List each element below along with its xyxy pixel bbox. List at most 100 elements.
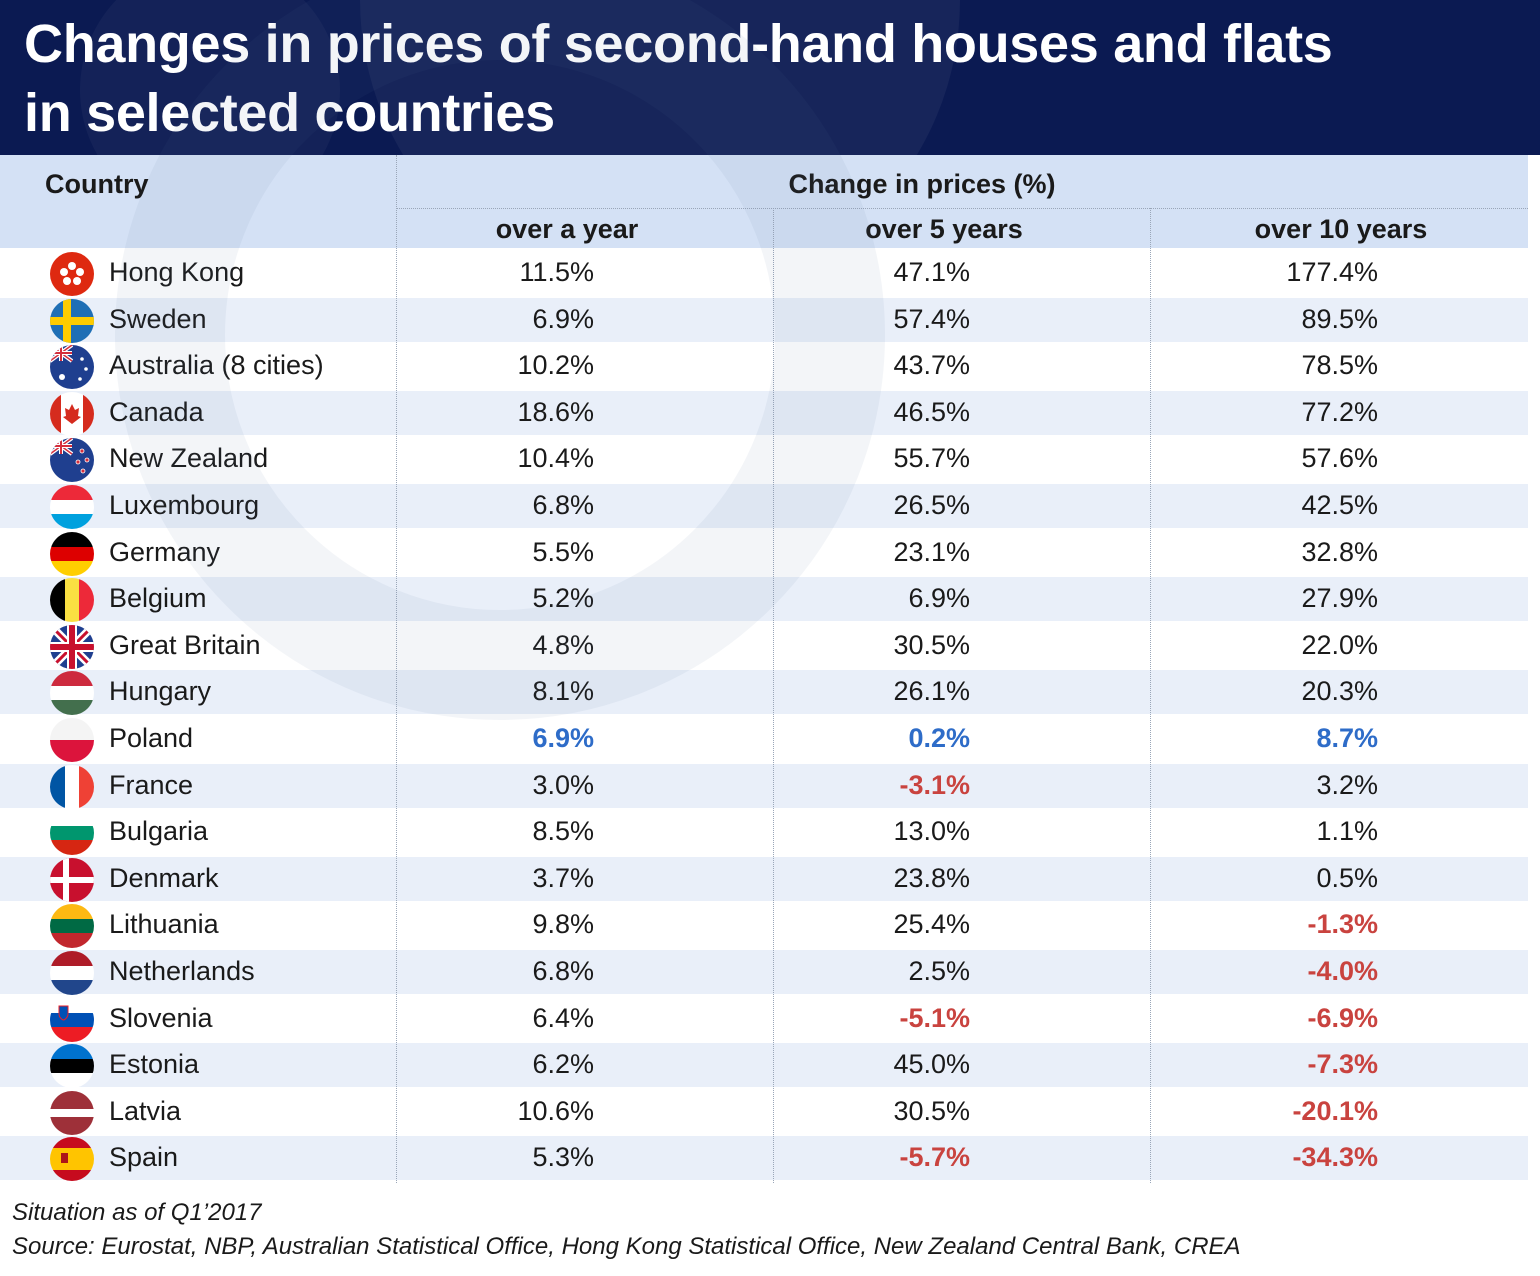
value-cell: -34.3% xyxy=(1292,1142,1378,1173)
value-cell: 6.9% xyxy=(532,303,594,334)
table-row: Great Britain 4.8% 30.5% 22.0% xyxy=(0,624,1528,669)
value-cell: 25.4% xyxy=(893,909,970,940)
country-label: Spain xyxy=(109,1142,179,1173)
country-label: Lithuania xyxy=(109,909,219,940)
table-row: Belgium 5.2% 6.9% 27.9% xyxy=(0,577,1528,623)
table-row: Australia (8 cities) 10.2% 43.7% 78.5% xyxy=(0,344,1528,390)
country-label: Denmark xyxy=(109,862,219,893)
luxembourg-flag-icon xyxy=(50,485,94,529)
column-divider xyxy=(773,208,774,1183)
new-zealand-flag-icon xyxy=(50,438,94,483)
table-row: Poland 6.9% 0.2% 8.7% xyxy=(0,717,1528,762)
country-label: Latvia xyxy=(109,1095,182,1126)
value-cell: 1.1% xyxy=(1316,816,1378,847)
value-cell: 22.0% xyxy=(1301,629,1378,660)
belgium-flag-icon xyxy=(50,578,94,623)
value-cell: -4.0% xyxy=(1307,956,1378,986)
country-label: Bulgaria xyxy=(109,816,209,847)
value-cell: 30.5% xyxy=(893,1095,970,1126)
lithuania-flag-icon xyxy=(50,904,94,949)
value-cell: 6.8% xyxy=(532,956,594,986)
value-cell: 46.5% xyxy=(893,396,970,427)
column-header-10-years: over 10 years xyxy=(1254,214,1428,244)
value-cell: 78.5% xyxy=(1301,350,1378,381)
latvia-flag-icon xyxy=(50,1090,94,1135)
value-cell: -1.3% xyxy=(1307,909,1378,940)
table-row: Canada 18.6% 46.5% 77.2% xyxy=(0,390,1528,436)
value-cell: 5.3% xyxy=(532,1142,594,1173)
table-row: Latvia 10.6% 30.5% -20.1% xyxy=(0,1090,1528,1135)
france-flag-icon xyxy=(50,764,94,809)
source-note: Source: Eurostat, NBP, Australian Statis… xyxy=(12,1233,1241,1260)
value-cell: 27.9% xyxy=(1301,583,1378,614)
value-cell: 6.9% xyxy=(908,583,970,614)
value-cell: 8.7% xyxy=(1316,723,1378,753)
value-cell: 8.1% xyxy=(532,676,594,707)
column-header-country: Country xyxy=(45,169,149,199)
hungary-flag-icon xyxy=(50,671,94,716)
value-cell: 3.2% xyxy=(1316,769,1378,800)
country-label: Hungary xyxy=(109,676,212,707)
value-cell: 6.9% xyxy=(532,723,594,753)
table-row: New Zealand 10.4% 55.7% 57.6% xyxy=(0,437,1528,483)
value-cell: 42.5% xyxy=(1301,490,1378,520)
value-cell: 43.7% xyxy=(893,350,970,381)
value-cell: -5.7% xyxy=(899,1142,970,1173)
value-cell: 11.5% xyxy=(519,257,594,287)
footer: Situation as of Q1’2017 Source: Eurostat… xyxy=(12,1196,1241,1264)
column-header-5-years: over 5 years xyxy=(865,214,1023,244)
value-cell: 45.0% xyxy=(893,1049,970,1080)
country-label: Slovenia xyxy=(109,1002,213,1033)
country-label: France xyxy=(109,769,194,800)
value-cell: 13.0% xyxy=(893,816,970,847)
table-row: Hungary 8.1% 26.1% 20.3% xyxy=(0,670,1528,716)
value-cell: 0.2% xyxy=(908,723,970,753)
value-cell: 9.8% xyxy=(532,909,594,940)
poland-flag-icon xyxy=(50,718,94,762)
value-cell: -20.1% xyxy=(1292,1095,1378,1126)
column-group-header: Change in prices (%) xyxy=(788,169,1056,199)
table-row: Germany 5.5% 23.1% 32.8% xyxy=(0,531,1528,576)
value-cell: 3.7% xyxy=(532,862,594,893)
value-cell: 23.1% xyxy=(893,536,970,567)
denmark-flag-icon xyxy=(50,857,94,902)
value-cell: 6.8% xyxy=(532,490,594,520)
value-cell: 20.3% xyxy=(1301,676,1378,707)
table-row: Lithuania 9.8% 25.4% -1.3% xyxy=(0,903,1528,949)
header-divider xyxy=(397,208,1528,209)
great-britain-flag-icon xyxy=(50,624,94,669)
column-divider xyxy=(396,155,397,1183)
country-label: Hong Kong xyxy=(109,257,245,287)
table-row: Sweden 6.9% 57.4% 89.5% xyxy=(0,297,1528,343)
table-row: Netherlands 6.8% 2.5% -4.0% xyxy=(0,950,1528,995)
germany-flag-icon xyxy=(50,531,94,576)
value-cell: 10.6% xyxy=(517,1095,594,1126)
value-cell: 77.2% xyxy=(1301,396,1378,427)
value-cell: 10.2% xyxy=(517,350,594,381)
country-label: Netherlands xyxy=(109,956,255,986)
value-cell: -6.9% xyxy=(1307,1002,1378,1033)
footnote: Situation as of Q1’2017 xyxy=(12,1199,262,1226)
table-row: Hong Kong 11.5% 47.1% 177.4% xyxy=(0,251,1528,296)
bulgaria-flag-icon xyxy=(50,811,94,856)
table-row: Luxembourg 6.8% 26.5% 42.5% xyxy=(0,484,1528,529)
value-cell: 57.6% xyxy=(1301,443,1378,474)
value-cell: 23.8% xyxy=(893,862,970,893)
value-cell: 18.6% xyxy=(517,396,594,427)
value-cell: 3.0% xyxy=(532,769,594,800)
country-label: Germany xyxy=(109,536,221,567)
value-cell: 4.8% xyxy=(532,629,594,660)
country-label: New Zealand xyxy=(109,443,269,474)
country-label: Belgium xyxy=(109,583,207,614)
estonia-flag-icon xyxy=(50,1044,94,1089)
column-header-year: over a year xyxy=(495,214,639,244)
table-row: Denmark 3.7% 23.8% 0.5% xyxy=(0,856,1528,902)
value-cell: 26.1% xyxy=(893,676,970,707)
country-label: Luxembourg xyxy=(109,490,260,520)
data-table: Country Change in prices (%) over a year… xyxy=(0,155,1540,1183)
slovenia-flag-icon xyxy=(50,997,94,1042)
chart-title: Changes in prices of second-hand houses … xyxy=(24,10,1504,148)
table-row: Bulgaria 8.5% 13.0% 1.1% xyxy=(0,810,1528,856)
netherlands-flag-icon xyxy=(50,951,94,995)
